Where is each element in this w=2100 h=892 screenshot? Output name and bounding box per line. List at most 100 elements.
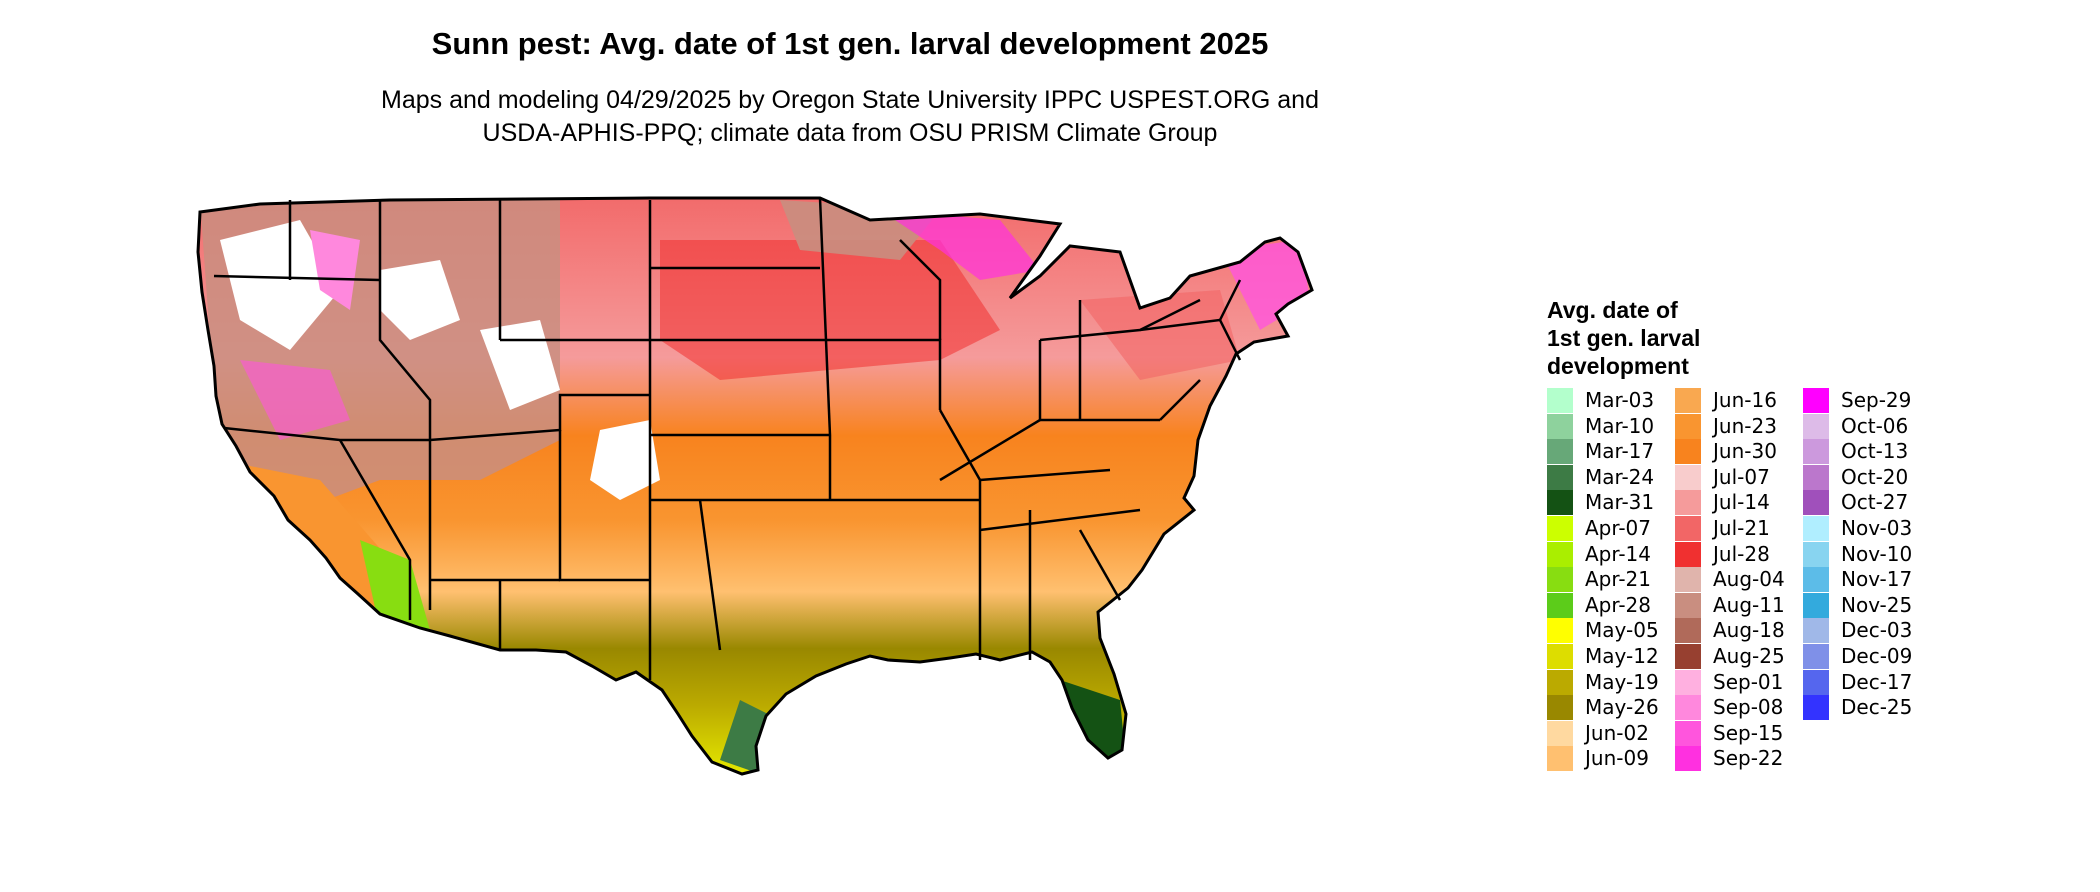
legend-item: Mar-03 (1547, 388, 1687, 413)
legend-label: Aug-18 (1713, 618, 1785, 643)
legend-item: Apr-21 (1547, 567, 1687, 593)
legend-swatch (1803, 516, 1829, 541)
legend-label: May-05 (1585, 618, 1659, 643)
legend-swatch (1675, 720, 1701, 746)
legend-item: Jul-07 (1675, 464, 1815, 490)
legend-swatch (1547, 644, 1573, 669)
legend-label: Mar-31 (1585, 490, 1655, 515)
legend-swatch (1803, 388, 1829, 413)
legend-item: Nov-10 (1803, 541, 1943, 567)
legend-swatch (1675, 618, 1701, 644)
legend-label: Mar-17 (1585, 439, 1655, 464)
legend-swatch (1675, 541, 1701, 567)
legend-item: Aug-11 (1675, 592, 1815, 618)
legend-item: Jul-21 (1675, 516, 1815, 541)
legend-label: Jul-21 (1713, 516, 1770, 540)
legend-swatch (1803, 541, 1829, 567)
legend-swatch (1547, 669, 1573, 695)
legend-label: Aug-04 (1713, 567, 1785, 592)
legend-swatch (1675, 413, 1701, 439)
legend-item: May-19 (1547, 669, 1687, 695)
subtitle-line-1: Maps and modeling 04/29/2025 by Oregon S… (381, 86, 1319, 114)
legend-item: Mar-24 (1547, 464, 1687, 490)
legend-swatch (1547, 413, 1573, 439)
legend-item: Sep-15 (1675, 720, 1815, 746)
legend-item: Sep-29 (1803, 388, 1943, 413)
legend-item: Oct-20 (1803, 464, 1943, 490)
legend-swatch (1803, 464, 1829, 490)
legend-label: Oct-13 (1841, 439, 1909, 464)
legend-item: Nov-17 (1803, 567, 1943, 593)
legend-swatch (1547, 720, 1573, 746)
legend-swatch (1803, 439, 1829, 465)
legend-swatch (1547, 464, 1573, 490)
legend-label: Jun-16 (1713, 388, 1777, 412)
legend-item: Nov-03 (1803, 516, 1943, 541)
legend-swatch (1675, 592, 1701, 618)
legend-item: Jul-28 (1675, 541, 1815, 567)
map-title: Sunn pest: Avg. date of 1st gen. larval … (431, 26, 1269, 61)
legend-label: Mar-24 (1585, 464, 1655, 489)
legend-item: Jun-02 (1547, 720, 1687, 746)
legend-swatch (1803, 695, 1829, 721)
legend-title-line-3: development (1547, 353, 1689, 379)
legend-label: Jun-23 (1713, 413, 1777, 438)
legend-label: Sep-01 (1713, 669, 1784, 694)
legend-label: Jun-09 (1585, 746, 1649, 771)
legend-label: May-26 (1585, 695, 1659, 720)
legend-label: May-12 (1585, 644, 1659, 668)
us-map (196, 196, 1314, 776)
legend-swatch (1547, 746, 1573, 772)
legend-label: Oct-27 (1841, 490, 1909, 515)
legend-item: Jul-14 (1675, 490, 1815, 516)
legend-swatch (1675, 388, 1701, 413)
legend-label: Aug-11 (1713, 592, 1785, 617)
legend-item: Sep-22 (1675, 746, 1815, 772)
legend-label: Mar-03 (1585, 388, 1655, 412)
legend-label: Oct-20 (1841, 464, 1909, 489)
legend-swatch (1803, 618, 1829, 644)
legend-label: Mar-10 (1585, 413, 1655, 438)
legend-title-line-2: 1st gen. larval (1547, 325, 1701, 351)
state-borders (213, 196, 1242, 680)
legend-item: Dec-17 (1803, 669, 1943, 695)
legend-item: Oct-27 (1803, 490, 1943, 516)
legend-item: Jun-09 (1547, 746, 1687, 772)
legend-swatch (1675, 567, 1701, 593)
legend-item: Apr-28 (1547, 592, 1687, 618)
legend-label: Sep-08 (1713, 695, 1784, 720)
legend-item: May-26 (1547, 695, 1687, 721)
legend-swatch (1675, 464, 1701, 490)
legend-swatch (1547, 567, 1573, 593)
legend-label: Apr-07 (1585, 516, 1651, 540)
legend-label: Jun-02 (1585, 720, 1649, 745)
legend-item: Jun-30 (1675, 439, 1815, 465)
legend-label: Apr-21 (1585, 567, 1651, 592)
legend-title: Avg. date of 1st gen. larval development (1547, 296, 1700, 380)
legend-swatch (1803, 592, 1829, 618)
legend-label: Jun-30 (1713, 439, 1777, 464)
legend-item: Aug-04 (1675, 567, 1815, 593)
legend-item: Sep-08 (1675, 695, 1815, 721)
legend-item: Oct-06 (1803, 413, 1943, 439)
legend-swatch (1547, 618, 1573, 644)
legend-label: Nov-17 (1841, 567, 1913, 592)
legend-label: Jul-07 (1713, 464, 1770, 489)
subtitle-line-2: USDA-APHIS-PPQ; climate data from OSU PR… (482, 119, 1218, 147)
legend-label: Dec-25 (1841, 695, 1913, 720)
legend-item: Mar-10 (1547, 413, 1687, 439)
legend-swatch (1675, 669, 1701, 695)
legend-label: Dec-03 (1841, 618, 1913, 643)
legend-label: Dec-17 (1841, 669, 1913, 694)
legend-swatch (1675, 746, 1701, 772)
legend-swatch (1547, 695, 1573, 721)
legend-swatch (1547, 516, 1573, 541)
legend-item: Oct-13 (1803, 439, 1943, 465)
legend-label: Aug-25 (1713, 644, 1785, 668)
legend-label: Sep-15 (1713, 720, 1784, 745)
legend-swatch (1803, 490, 1829, 516)
legend-label: May-19 (1585, 669, 1659, 694)
legend-item: Dec-25 (1803, 695, 1943, 721)
legend-swatch (1675, 516, 1701, 541)
legend-swatch (1547, 541, 1573, 567)
